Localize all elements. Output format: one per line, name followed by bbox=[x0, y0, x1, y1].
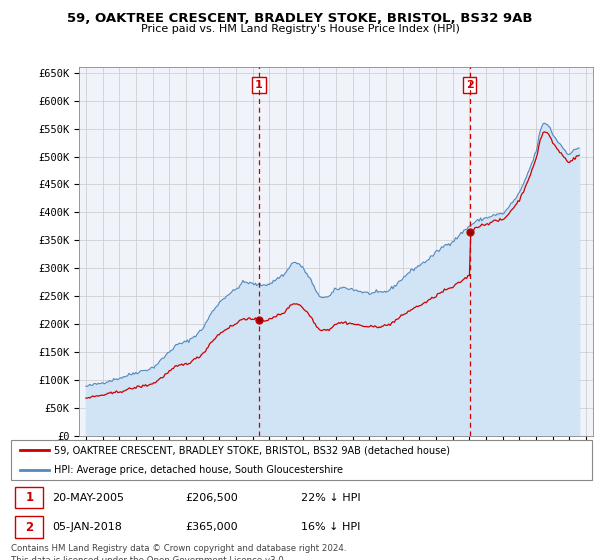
Text: Price paid vs. HM Land Registry's House Price Index (HPI): Price paid vs. HM Land Registry's House … bbox=[140, 24, 460, 34]
Text: 2: 2 bbox=[466, 80, 473, 90]
Text: 59, OAKTREE CRESCENT, BRADLEY STOKE, BRISTOL, BS32 9AB (detached house): 59, OAKTREE CRESCENT, BRADLEY STOKE, BRI… bbox=[55, 446, 451, 455]
Text: 16% ↓ HPI: 16% ↓ HPI bbox=[301, 522, 361, 532]
Text: 1: 1 bbox=[255, 80, 263, 90]
Text: £365,000: £365,000 bbox=[185, 522, 238, 532]
Text: 2: 2 bbox=[25, 521, 34, 534]
Text: 22% ↓ HPI: 22% ↓ HPI bbox=[301, 493, 361, 502]
FancyBboxPatch shape bbox=[11, 440, 592, 480]
FancyBboxPatch shape bbox=[16, 487, 43, 508]
Text: 05-JAN-2018: 05-JAN-2018 bbox=[53, 522, 122, 532]
Text: 59, OAKTREE CRESCENT, BRADLEY STOKE, BRISTOL, BS32 9AB: 59, OAKTREE CRESCENT, BRADLEY STOKE, BRI… bbox=[67, 12, 533, 25]
Text: 20-MAY-2005: 20-MAY-2005 bbox=[53, 493, 125, 502]
FancyBboxPatch shape bbox=[16, 516, 43, 538]
Text: 1: 1 bbox=[25, 491, 34, 504]
Text: £206,500: £206,500 bbox=[185, 493, 238, 502]
Text: Contains HM Land Registry data © Crown copyright and database right 2024.
This d: Contains HM Land Registry data © Crown c… bbox=[11, 544, 346, 560]
Text: HPI: Average price, detached house, South Gloucestershire: HPI: Average price, detached house, Sout… bbox=[55, 465, 343, 475]
